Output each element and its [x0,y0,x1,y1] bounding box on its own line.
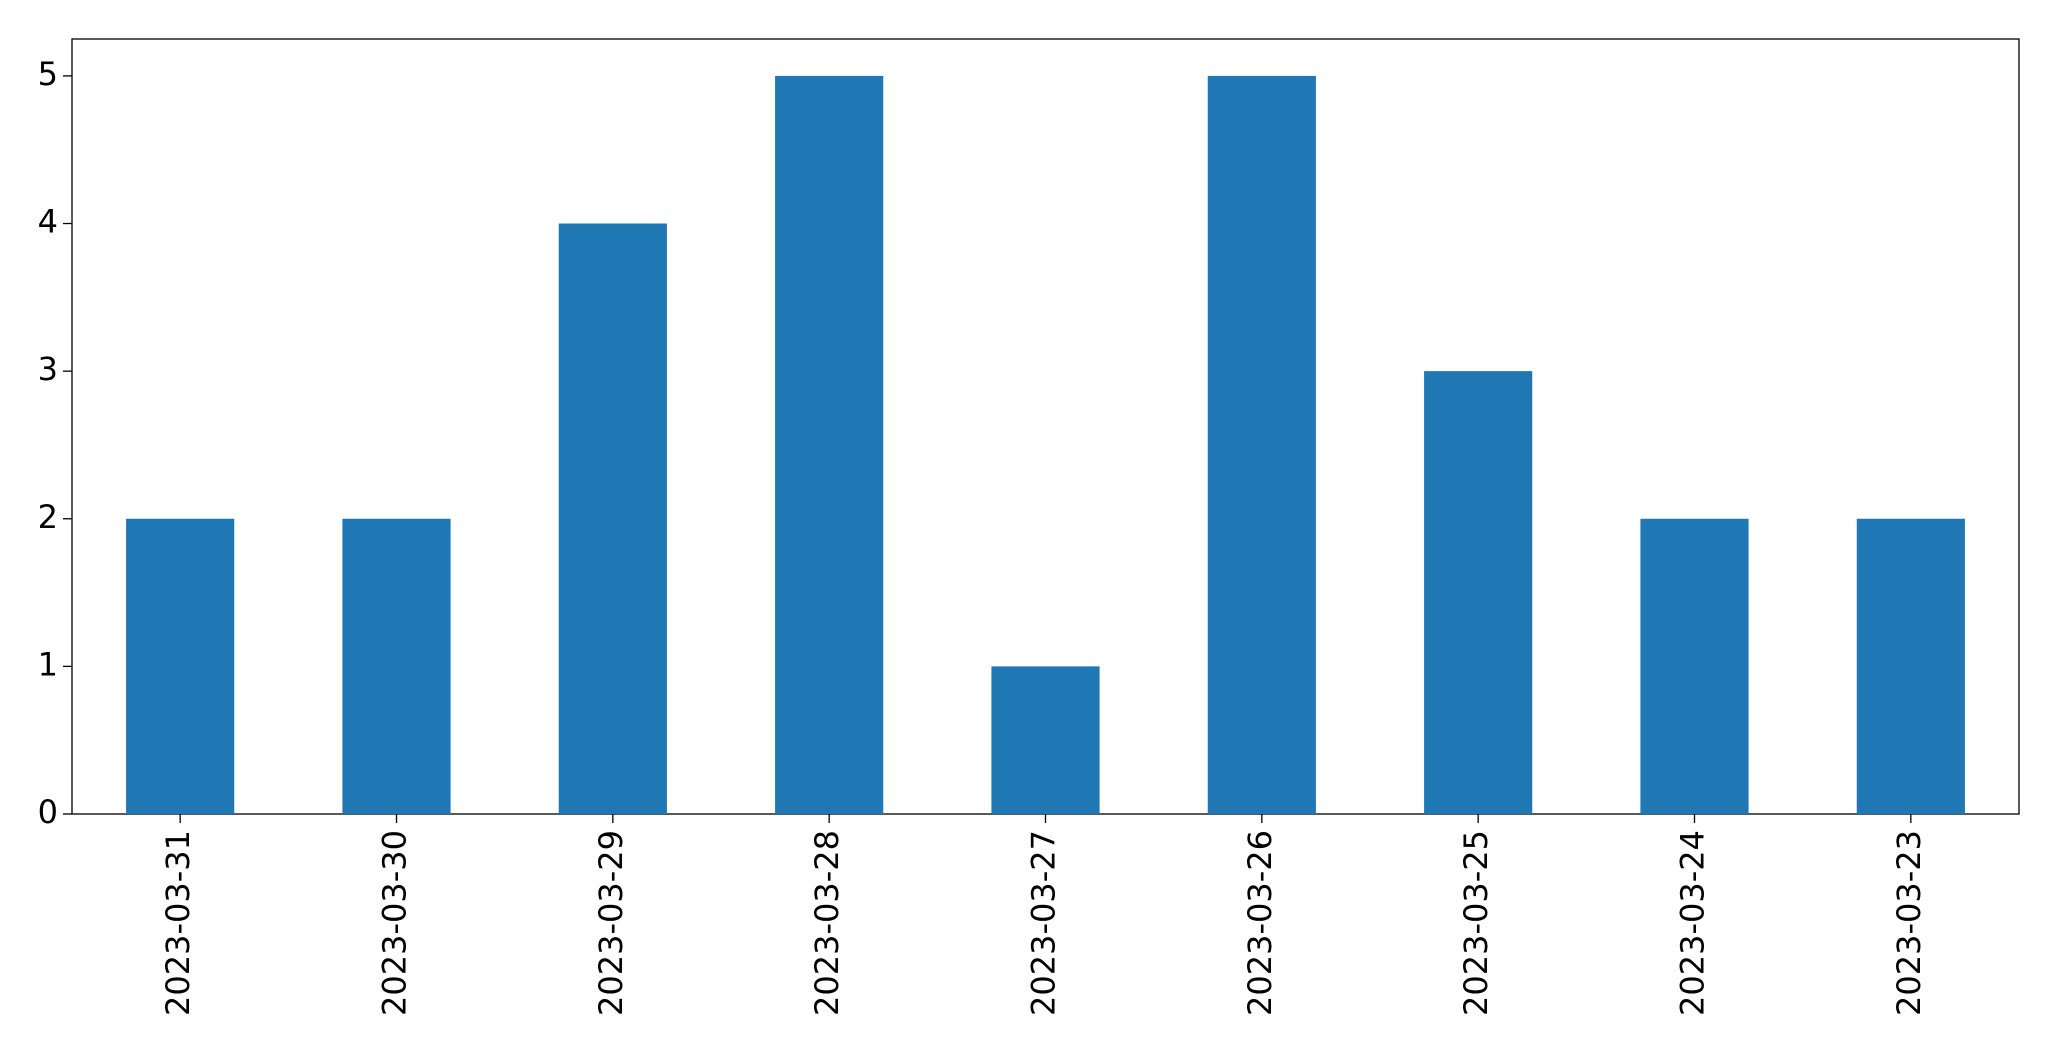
x-tick-label: 2023-03-31 [159,830,197,1016]
bar [558,223,667,814]
x-tick-label: 2023-03-23 [1890,830,1928,1016]
x-tick-label: 2023-03-28 [808,830,846,1016]
bar [342,518,451,814]
y-tick-label: 5 [38,55,58,93]
y-tick-label: 2 [38,498,58,536]
y-tick-label: 1 [38,645,58,683]
bar [1640,518,1749,814]
bar [991,666,1100,814]
bar [1856,518,1965,814]
x-tick-label: 2023-03-30 [376,830,414,1016]
bar [1207,75,1316,814]
bar [126,518,235,814]
y-tick-label: 3 [38,350,58,388]
y-tick-label: 0 [38,793,58,831]
x-tick-label: 2023-03-26 [1241,830,1279,1016]
x-tick-label: 2023-03-27 [1025,830,1063,1016]
x-tick-label: 2023-03-25 [1457,830,1495,1016]
bar [775,75,884,814]
x-tick-label: 2023-03-29 [592,830,630,1016]
x-tick-label: 2023-03-24 [1674,830,1712,1016]
y-tick-label: 4 [38,203,58,241]
bar [1424,371,1533,814]
